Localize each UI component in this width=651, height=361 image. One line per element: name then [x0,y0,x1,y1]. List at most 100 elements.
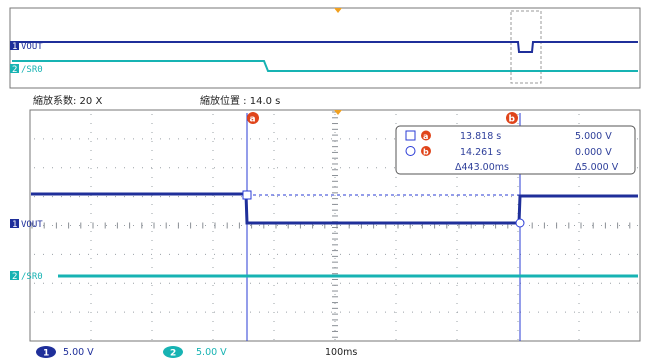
grid-dot [578,285,580,286]
grid-dot [115,311,116,313]
grid-dot [313,253,314,255]
footer-ch1-badge[interactable] [36,346,56,358]
grid-dot [124,225,125,226]
main-ch2-marker-num: 2 [12,272,17,282]
grid-dot [394,225,395,226]
graticule [31,111,638,340]
grid-dot [517,258,519,259]
grid-dot [142,167,143,169]
grid-dot [273,159,275,160]
grid-dot [88,282,89,284]
grid-dot [273,249,275,250]
grid-dot [395,114,397,115]
grid-dot [395,303,397,304]
main-ch2-marker[interactable] [10,271,19,280]
grid-dot [115,225,116,226]
grid-dot [90,204,92,205]
grid-dot [250,225,251,226]
grid-dot [502,225,503,226]
grid-dot [214,196,215,198]
overview-ch2-label: /SR0 [21,65,43,75]
zoom-window-indicator[interactable] [510,10,542,84]
grid-dot [395,267,397,268]
grid-dot [466,225,467,226]
grid-dot [517,267,519,268]
grid-dot [493,225,494,226]
grid-dot [273,339,275,340]
grid-dot [601,311,602,313]
overview-ch1-label: VOUT [21,42,43,52]
grid-dot [517,249,519,250]
grid-dot [493,311,494,313]
grid-dot [187,311,188,313]
grid-dot [212,258,214,259]
cursor-b-badge-label: b [423,148,429,157]
grid-dot [295,196,296,198]
grid-dot [286,225,287,226]
grid-dot [334,159,336,160]
overview-ch1-marker-num: 1 [12,42,17,52]
grid-dot [493,196,494,198]
grid-dot [212,339,214,340]
grid-dot [212,141,214,142]
grid-dot [268,311,269,313]
grid-dot [151,138,152,140]
overview-ch2-marker[interactable] [10,64,19,73]
grid-dot [349,311,350,313]
grid-dot [334,177,336,178]
grid-dot [313,282,314,284]
cursor-b-marker[interactable] [506,112,518,124]
grid-dot [79,225,80,226]
grid-dot [403,253,404,255]
grid-dot [212,267,214,268]
grid-dot [273,132,275,133]
grid-dot [212,204,214,205]
grid-dot [124,138,125,140]
main-ch1-marker[interactable] [10,219,19,228]
grid-dot [456,240,458,241]
cursor-b-volt: 0.000 V [575,147,612,158]
grid-dot [394,282,395,284]
grid-dot [395,339,397,340]
grid-dot [212,186,214,187]
grid-dot [151,196,152,198]
footer-ch2-badge[interactable] [163,346,183,358]
grid-dot [578,114,580,115]
grid-dot [619,311,620,313]
grid-dot [475,311,476,313]
grid-dot [187,167,188,169]
grid-dot [367,167,368,169]
grid-dot [395,231,397,232]
grid-dot [212,330,214,331]
grid-dot [151,267,153,268]
grid-dot [90,213,92,214]
grid-dot [313,167,314,169]
grid-dot [457,196,458,198]
grid-dot [223,225,224,226]
grid-dot [212,294,214,295]
grid-dot [592,282,593,284]
grid-dot [34,253,35,255]
grid-dot [349,138,350,140]
grid-dot [529,225,530,226]
grid-dot [493,253,494,255]
grid-dot [394,311,395,313]
cursor-a-marker[interactable] [247,112,259,124]
grid-dot [511,225,512,226]
grid-dot [97,196,98,198]
grid-dot [90,159,92,160]
grid-dot [322,253,323,255]
overview-ch1-marker[interactable] [10,41,19,50]
grid-dot [395,258,397,259]
grid-dot [205,253,206,255]
grid-dot [322,282,323,284]
grid-dot [273,285,275,286]
grid-dot [151,167,152,169]
grid-dot [475,282,476,284]
grid-dot [517,321,519,322]
grid-dot [124,282,125,284]
grid-dot [466,253,467,255]
grid-dot [484,253,485,255]
grid-dot [395,249,397,250]
grid-dot [151,311,152,313]
